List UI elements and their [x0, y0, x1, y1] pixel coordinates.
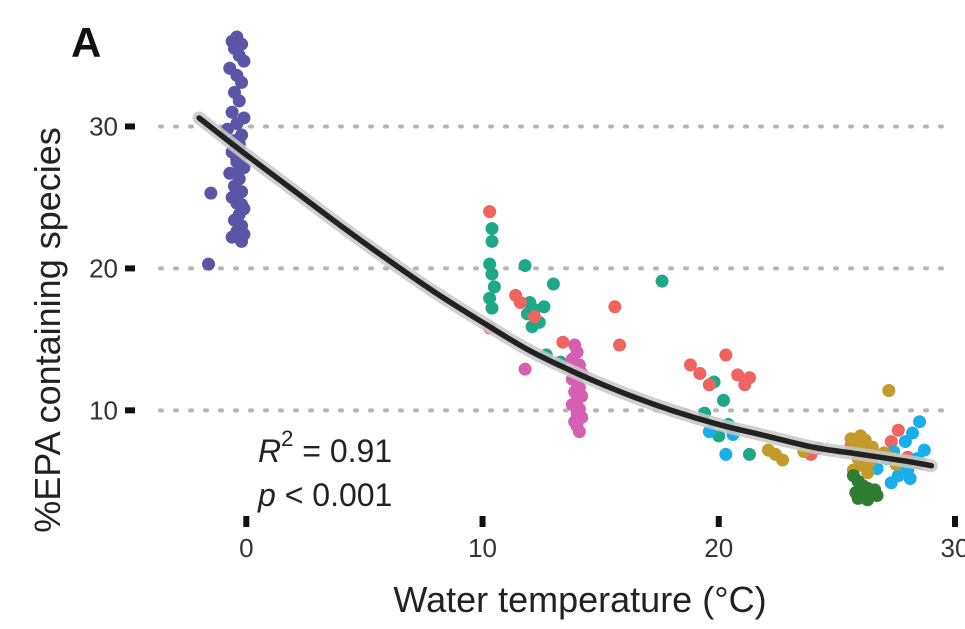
x-tick-mark [715, 516, 722, 527]
data-point [513, 295, 527, 309]
data-point [485, 222, 499, 236]
data-point [235, 75, 249, 89]
data-point [202, 257, 216, 271]
p-value-annotation: p < 0.001 [257, 477, 392, 513]
data-point [884, 476, 898, 490]
data-point [742, 447, 756, 461]
panel-label: A [71, 19, 101, 66]
y-axis-ticks: 10 20 30 [89, 111, 135, 425]
data-point [237, 227, 251, 241]
data-point [235, 198, 249, 212]
data-point [485, 301, 499, 315]
data-point [776, 453, 790, 467]
x-tick-mark [479, 516, 486, 527]
y-tick-label: 30 [89, 111, 118, 141]
data-point [856, 480, 870, 494]
x-tick-mark [243, 516, 250, 527]
y-tick-mark [125, 407, 135, 414]
data-point [891, 423, 905, 437]
data-point [742, 371, 756, 385]
y-tick-label: 10 [89, 395, 118, 425]
data-point [230, 117, 244, 131]
r-squared-symbol: R [258, 433, 281, 469]
data-point [731, 368, 745, 382]
data-point [232, 163, 246, 177]
data-point [518, 259, 532, 273]
fit-curve [196, 115, 935, 469]
data-point [485, 267, 499, 281]
data-point [204, 186, 218, 200]
grid-lines [158, 124, 957, 413]
y-tick-mark [125, 265, 135, 272]
fit-confidence-band [192, 111, 938, 473]
data-point [903, 471, 917, 485]
r-squared-annotation: R2 = 0.91 [258, 426, 392, 469]
r-squared-superscript: 2 [281, 426, 293, 451]
data-point [870, 489, 884, 503]
data-point [655, 274, 669, 288]
data-point [537, 300, 551, 314]
data-point [719, 348, 733, 362]
data-point [572, 425, 586, 439]
data-point [518, 362, 532, 376]
data-point [546, 277, 560, 291]
data-point [913, 415, 927, 429]
data-point [232, 94, 246, 108]
data-point [483, 257, 497, 271]
data-point [683, 358, 697, 372]
data-point [237, 54, 251, 68]
data-point [485, 234, 499, 248]
x-tick-label: 20 [704, 533, 733, 563]
data-point [483, 205, 497, 219]
data-point [882, 383, 896, 397]
y-axis-title: %EPA containing species [27, 127, 68, 533]
data-point [556, 335, 570, 349]
data-point [898, 435, 912, 449]
x-tick-label: 10 [468, 533, 497, 563]
y-tick-label: 20 [89, 253, 118, 283]
x-axis-ticks: 0 10 20 30 [239, 516, 965, 563]
p-value-symbol: p [257, 477, 276, 513]
p-value-value: < 0.001 [276, 477, 393, 513]
data-point [702, 378, 716, 392]
data-point [613, 338, 627, 352]
data-point [858, 433, 872, 447]
data-point [225, 105, 239, 119]
x-tick-mark [952, 516, 958, 527]
y-tick-mark [125, 123, 135, 130]
data-point [861, 466, 875, 480]
data-point [693, 366, 707, 380]
data-point [917, 443, 931, 457]
x-tick-label: 0 [239, 533, 253, 563]
data-point [235, 185, 249, 199]
data-point [905, 426, 919, 440]
data-point [487, 280, 501, 294]
r-squared-value: = 0.91 [293, 433, 392, 469]
data-point [483, 291, 497, 305]
data-point [719, 447, 733, 461]
x-axis-title: Water temperature (°C) [393, 579, 766, 620]
data-point [716, 393, 730, 407]
data-point [884, 435, 898, 449]
data-point [528, 310, 542, 324]
x-tick-label: 30 [941, 533, 965, 563]
data-point [525, 320, 539, 334]
data-point [608, 300, 622, 314]
